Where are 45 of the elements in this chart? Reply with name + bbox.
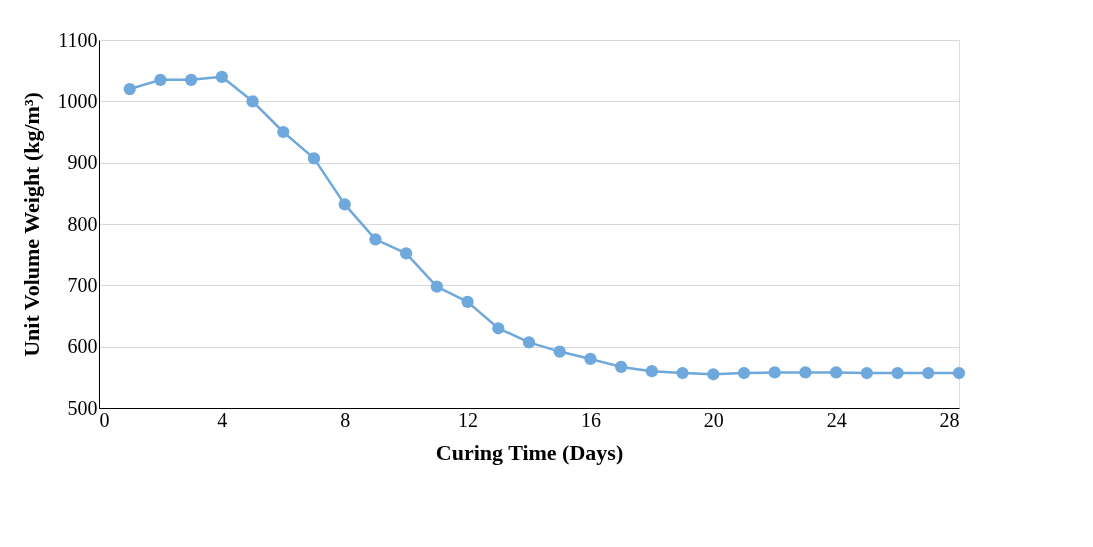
point [707,368,720,381]
point [430,280,443,293]
point [615,360,628,374]
point [400,247,413,260]
point [891,366,904,380]
point [768,366,781,379]
x-tick-label: 16 [580,408,601,431]
point [369,233,382,246]
point [952,366,966,380]
point [185,73,198,86]
point [830,366,843,379]
point [338,198,351,211]
point [799,366,812,379]
y-tick-label: 1000 [57,89,98,112]
y-tick-label: 700 [67,273,98,296]
y-tick-label: 600 [67,335,98,358]
point [461,295,474,309]
point [737,366,751,380]
x-tick-label: 24 [826,408,847,431]
x-tick-label: 4 [217,408,228,431]
x-tick-label: 12 [458,408,479,431]
y-tick-label: 1100 [58,28,98,51]
point [154,73,167,86]
point [522,336,536,349]
point [553,345,566,358]
y-tick-label: 500 [67,396,98,419]
point [123,82,136,96]
point [645,365,658,378]
point [860,366,873,380]
point [584,352,597,366]
y-axis-title: Unit Volume Weight (kg/m³) [18,92,44,357]
point [492,322,505,335]
point [215,70,228,83]
x-tick-label: 28 [939,408,960,431]
x-tick-label: 20 [703,408,724,431]
x-axis-title: Curing Time (Days) [435,439,624,465]
y-tick-label: 900 [67,151,98,174]
point [922,366,935,380]
point [676,366,689,380]
y-tick-label: 800 [67,212,98,235]
x-tick-label: 0 [99,408,110,431]
point [307,152,321,165]
point [246,95,259,108]
point [277,125,290,139]
x-tick-label: 8 [340,408,351,431]
